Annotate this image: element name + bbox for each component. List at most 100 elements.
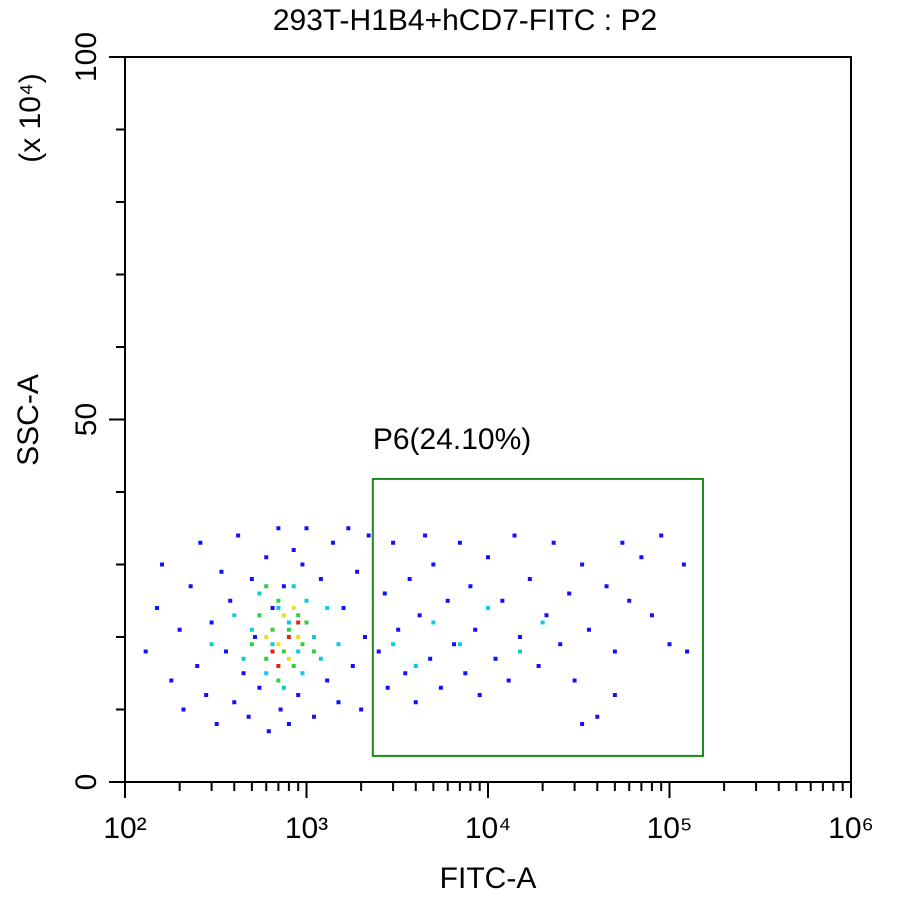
event-dot [604,584,609,589]
event-dot [639,555,644,560]
event-dot [318,577,323,581]
event-dot [312,714,317,719]
event-dot [291,606,296,610]
event-dot [473,627,478,632]
event-dot [396,627,401,632]
event-dot [252,635,257,639]
event-dot [385,685,390,690]
event-dot [188,584,193,589]
y-axis-multiplier: (x 10⁴) [14,73,47,163]
y-tick-label: 0 [70,774,103,791]
event-dot [336,700,341,705]
event-dot [681,562,686,567]
gate-label: P6(24.10%) [373,423,531,456]
event-dot [312,635,317,639]
event-dot [527,577,532,581]
event-dot [300,642,305,647]
event-dot [232,700,237,705]
event-dot [296,649,301,654]
event-dot [300,671,305,676]
event-dot [204,693,209,697]
event-dot [391,642,396,647]
event-dot [612,693,617,697]
event-dot [391,540,396,545]
event-dot [264,656,269,661]
event-dot [486,555,490,560]
x-tick-label: 10⁵ [647,812,693,845]
event-dot [281,613,286,618]
event-dot [270,649,275,654]
event-dot [403,671,408,676]
event-dot [249,577,254,581]
event-dot [540,620,545,625]
event-dot [219,569,224,574]
event-dot [286,656,291,661]
event-dot [457,540,462,545]
event-dot [620,540,625,545]
event-dot [627,598,632,603]
event-dot [264,671,269,676]
event-dot [325,606,330,610]
event-dot [296,620,301,625]
event-dot [270,627,275,632]
event-dot [276,526,281,531]
event-dot [382,591,387,596]
event-dot [257,591,262,596]
plot-frame [124,56,852,783]
event-dot [286,635,291,639]
event-dot [350,664,355,668]
event-dot [336,642,341,647]
event-dot [278,707,283,712]
event-dot [649,613,654,618]
event-dot [417,613,422,618]
event-dot [355,569,360,574]
x-tick-label: 10² [103,812,146,845]
event-dot [445,598,450,603]
event-dot [266,729,271,734]
event-dot [246,714,251,719]
event-dot [249,642,254,647]
event-dot [477,693,482,697]
event-dot [296,613,301,618]
event-dot [431,562,436,567]
event-dot [286,620,291,625]
gate [371,477,705,757]
event-dot [291,548,296,552]
event-dot [468,584,473,589]
event-dot [209,642,214,647]
event-dot [667,642,672,647]
event-dot [160,562,165,567]
x-tick-label: 10⁶ [828,812,874,845]
event-dot [423,533,428,538]
event-dot [257,613,262,618]
event-dot [580,722,585,726]
event-dot [493,656,498,661]
event-dot [517,635,522,639]
event-dot [544,613,549,618]
event-dot [685,649,690,654]
event-dot [236,533,241,538]
event-dot [169,678,174,683]
event-dot [276,664,281,668]
x-tick-label: 10³ [285,812,328,845]
event-dot [291,664,296,668]
event-dot [428,656,433,661]
event-dot [376,649,381,654]
event-dot [270,642,275,647]
event-dot [214,722,219,726]
event-dot [286,627,291,632]
event-dot [281,584,286,589]
event-dot [296,635,301,639]
event-dot [257,685,262,690]
event-dot [241,656,246,661]
event-dot [286,722,291,726]
event-dot [281,649,286,654]
event-dot [413,700,418,705]
event-dot [506,678,511,683]
event-dot [223,649,228,654]
event-dot [500,598,505,603]
y-tick-label: 50 [70,403,103,436]
event-dot [249,627,254,632]
event-dot [318,656,323,661]
